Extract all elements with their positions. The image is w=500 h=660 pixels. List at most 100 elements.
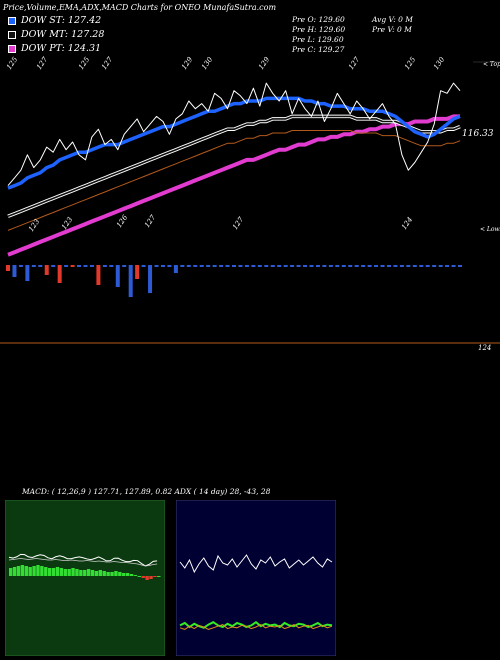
macd-bar — [149, 576, 153, 579]
macd-bar — [98, 570, 103, 576]
volume-bar — [451, 265, 456, 267]
volume-bar — [154, 265, 159, 267]
macd-bar — [51, 568, 56, 576]
volume-bar — [6, 265, 10, 271]
legend-label: DOW ST: 127.42 — [21, 15, 102, 26]
volume-bar — [296, 265, 301, 267]
macd-bar — [110, 572, 114, 576]
macd-bar — [129, 574, 134, 576]
volume-bar — [232, 265, 236, 267]
volume-bar — [290, 265, 295, 267]
plus-di-line — [179, 620, 333, 629]
volume-bar — [12, 265, 17, 277]
macd-bar — [71, 568, 75, 576]
legend-label: DOW PT: 124.31 — [21, 43, 102, 54]
volume-bar — [83, 265, 88, 267]
volume-bar — [277, 265, 282, 267]
volume-bar — [406, 265, 411, 267]
volume-bar — [348, 265, 353, 267]
volume-bar — [128, 265, 133, 297]
macd-bar — [55, 567, 60, 576]
volume-bar — [432, 265, 437, 267]
macd-panel — [5, 500, 165, 656]
minus-di-line — [179, 624, 333, 630]
lows-axis-label: < Lows — [480, 226, 500, 233]
macd-bar — [86, 569, 91, 576]
macd-bar — [153, 576, 157, 577]
tops-label: 130 — [432, 55, 447, 71]
legend-dow-st: DOW ST: 127.42 — [8, 15, 101, 26]
lows-label: 127 — [143, 213, 158, 229]
volume-bar — [438, 265, 443, 267]
volume-bar — [77, 265, 82, 267]
volume-bar — [51, 265, 56, 267]
volume-bar — [309, 265, 314, 267]
macd-bar — [32, 566, 36, 576]
volume-bar — [206, 265, 211, 267]
lows-label: 126 — [115, 213, 130, 229]
volume-bar — [167, 265, 172, 267]
macd-bar — [67, 569, 71, 576]
price-right-label: 116.33 — [462, 129, 494, 139]
macd-line — [8, 553, 158, 567]
volume-bar — [425, 265, 430, 267]
volume-bar — [335, 265, 340, 267]
volume-bar — [148, 265, 153, 293]
macd-bar — [36, 565, 40, 576]
macd-bar — [137, 576, 142, 577]
volume-bar — [238, 265, 243, 267]
macd-bar — [83, 570, 87, 576]
legend-dow-pt: DOW PT: 124.31 — [8, 43, 101, 54]
tops-axis-label: < Tops — [483, 61, 500, 68]
adx-background — [176, 500, 336, 656]
adx-panel — [176, 500, 336, 656]
volume-bar — [419, 265, 424, 267]
macd-bar — [40, 566, 44, 576]
macd-bar — [9, 568, 13, 576]
dow-mt-line — [7, 115, 461, 218]
volume-bar — [270, 265, 275, 267]
volume-bar — [399, 265, 404, 267]
macd-bar — [47, 568, 52, 576]
avg-volume: Avg V: 0 M — [372, 15, 413, 24]
page-title: Price,Volume,EMA,ADX,MACD Charts for ONE… — [3, 3, 277, 12]
volume-bar — [70, 265, 75, 267]
macd-background — [5, 500, 165, 656]
volume-bar — [212, 265, 217, 267]
volume-bar — [141, 265, 146, 267]
volume-bar — [18, 265, 23, 267]
macd-bar — [94, 571, 99, 576]
bottom-axis-label: 124 — [478, 344, 491, 352]
volume-bar — [199, 265, 204, 267]
macd-bar — [12, 567, 17, 576]
volume-bar — [225, 265, 230, 267]
volume-bar — [193, 265, 198, 267]
macd-bar — [114, 571, 118, 576]
legend-dow-mt: DOW MT: 127.28 — [8, 29, 104, 40]
volume-bar — [251, 265, 256, 267]
ohlc-close: Pre C: 129.27 — [292, 45, 345, 54]
adx-line — [179, 554, 333, 574]
volume-bar — [219, 265, 224, 267]
macd-bar — [28, 567, 32, 576]
macd-bar — [63, 569, 67, 576]
volume-bar — [322, 265, 327, 267]
macd-bar — [24, 566, 28, 576]
lows-label: 127 — [231, 215, 246, 231]
volume-bar — [44, 265, 49, 275]
volume-bar — [135, 265, 140, 279]
macd-bar — [44, 567, 48, 576]
tops-label: 127 — [35, 55, 50, 71]
pre-volume: Pre V: 0 M — [372, 25, 412, 34]
volume-bar — [412, 265, 417, 267]
volume-bar — [173, 265, 178, 273]
volume-bar — [244, 265, 249, 267]
macd-bar — [59, 568, 64, 576]
macd-bar — [106, 572, 110, 576]
volume-bar — [361, 265, 366, 267]
tops-label: 129 — [257, 55, 272, 71]
macd-bar — [79, 570, 83, 576]
volume-bar — [64, 265, 69, 267]
macd-bar — [118, 572, 122, 576]
